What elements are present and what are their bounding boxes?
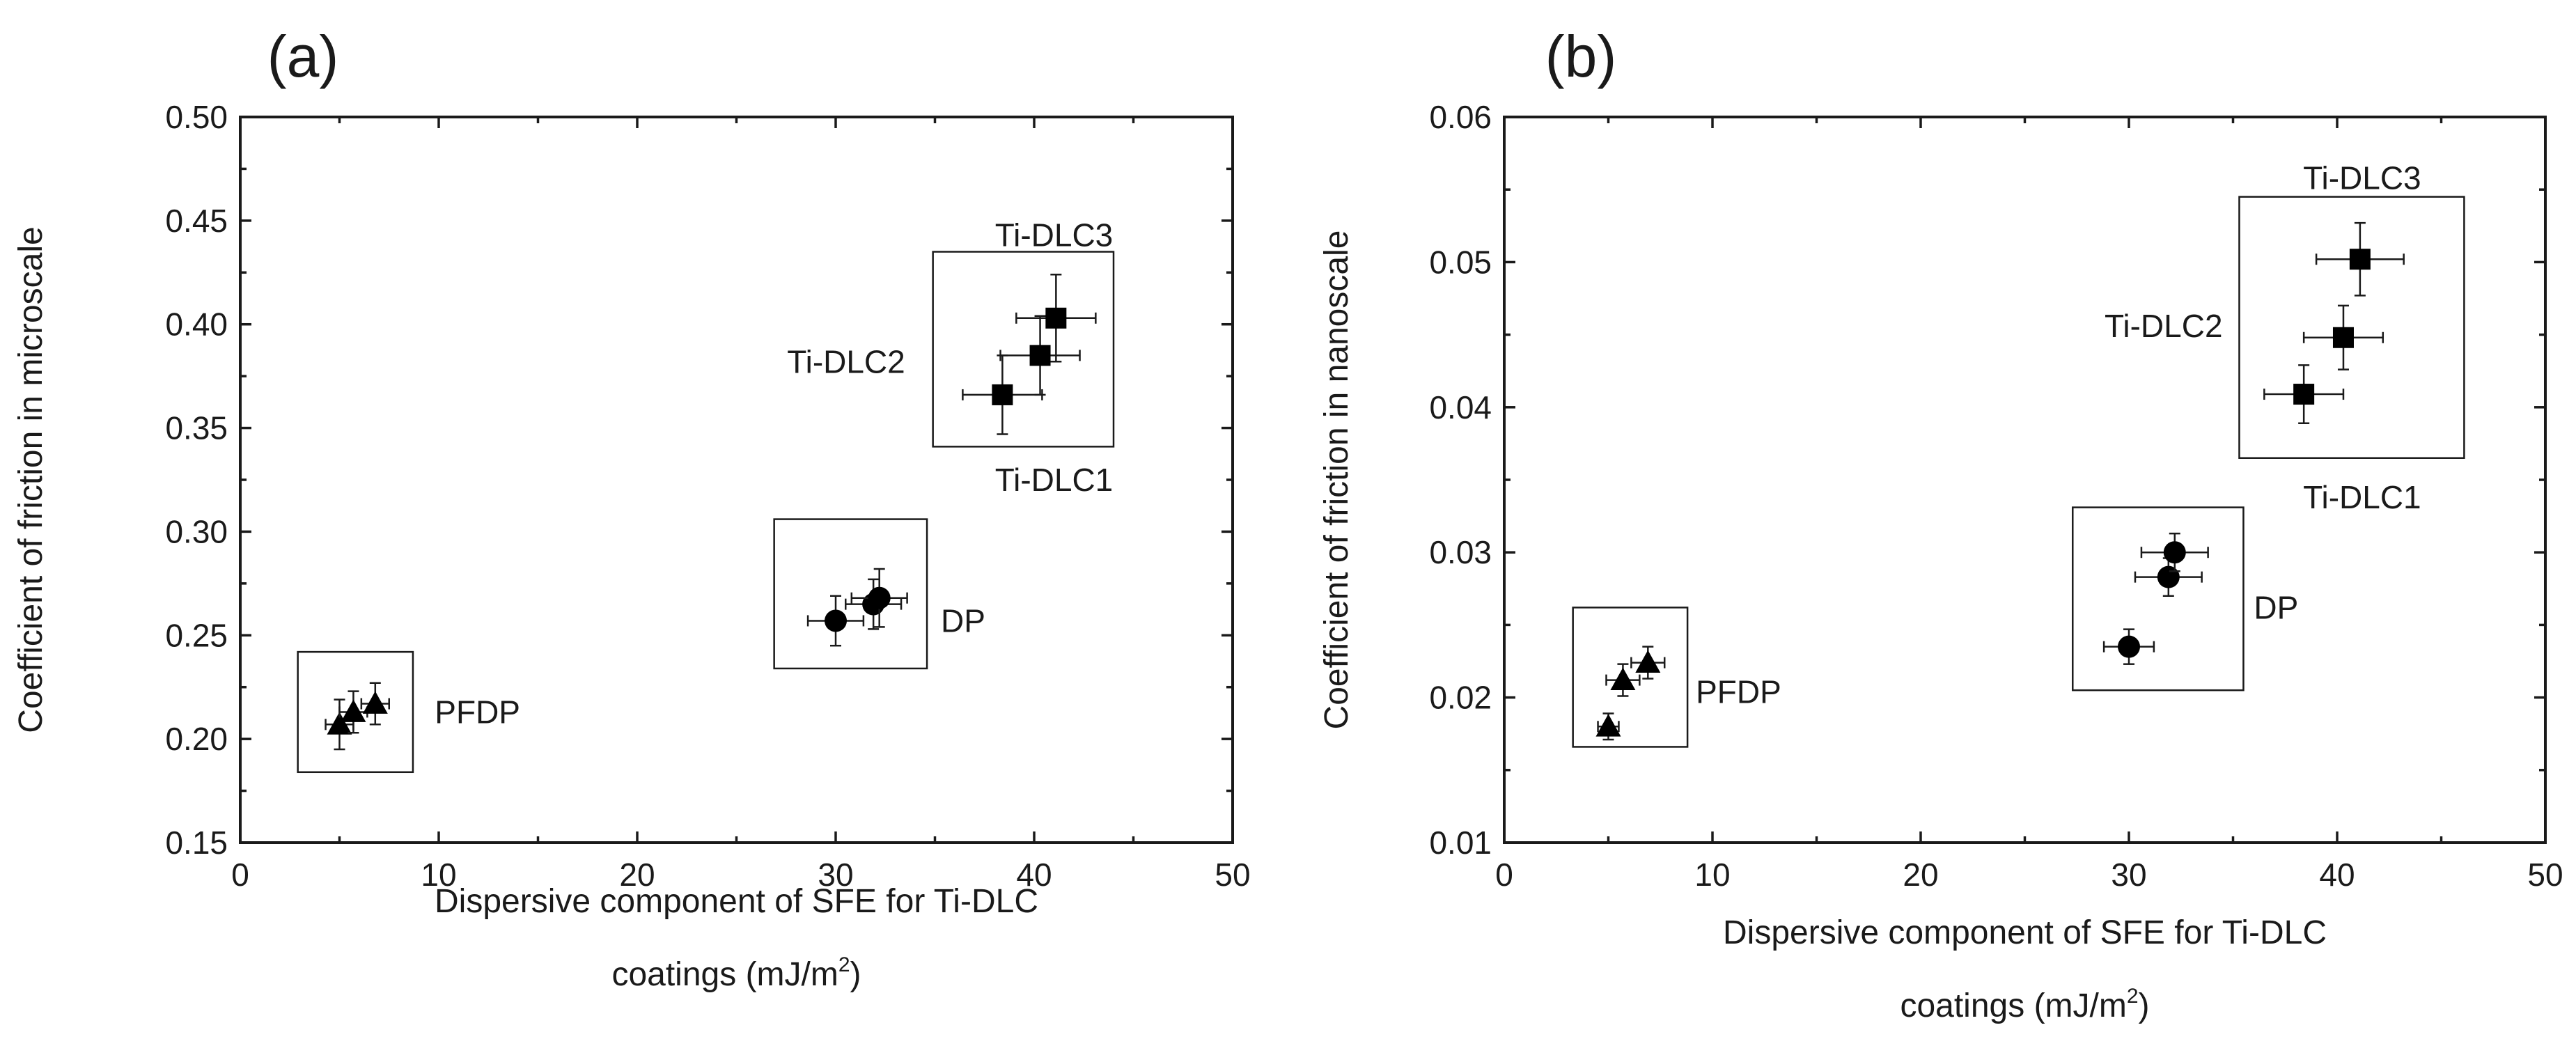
x-tick-label: 20 bbox=[1903, 857, 1938, 893]
panel-label: (b) bbox=[1545, 24, 1617, 89]
square-marker bbox=[992, 384, 1013, 405]
chart-panel-b: (b) 0 10 20 30 40 50 0.01 0.02 0.03 0.04 0.05 0.06 Co… bbox=[1318, 24, 2563, 1024]
triangle-marker bbox=[1610, 667, 1636, 690]
x-axis-title-text: coatings (mJ/m bbox=[1900, 987, 2126, 1024]
data-point bbox=[999, 315, 1081, 396]
y-tick-label: 0.40 bbox=[165, 306, 228, 343]
x-axis-title-line1: Dispersive component of SFE for Ti-DLC bbox=[435, 883, 1038, 920]
y-tick-label: 0.25 bbox=[165, 617, 228, 653]
square-marker bbox=[1045, 307, 1067, 329]
x-axis-title-line2: coatings (mJ/m2) bbox=[1900, 985, 2149, 1024]
group-dp: DP bbox=[2072, 506, 2298, 692]
square-marker bbox=[1029, 345, 1051, 366]
data-point bbox=[850, 568, 908, 628]
group-label: Ti-DLC1 bbox=[995, 462, 1114, 498]
y-tick-label: 0.20 bbox=[165, 721, 228, 757]
x-tick-label: 30 bbox=[2111, 857, 2146, 893]
data-point bbox=[2134, 557, 2203, 597]
x-tick-label: 50 bbox=[1215, 857, 1250, 893]
x-tick-label: 40 bbox=[2319, 857, 2355, 893]
y-tick-label: 0.04 bbox=[1429, 389, 1492, 425]
x-axis-title-superscript: 2 bbox=[838, 953, 850, 976]
group-label: DP bbox=[941, 602, 985, 639]
group-dp: DP bbox=[773, 518, 985, 670]
data-point bbox=[2140, 532, 2209, 572]
x-tick-label: 50 bbox=[2527, 857, 2563, 893]
y-tick-label: 0.45 bbox=[165, 203, 228, 239]
x-tick-label: 30 bbox=[818, 857, 853, 893]
data-point bbox=[1595, 712, 1621, 741]
triangle-marker bbox=[327, 712, 352, 735]
group-pfdp: PFDP bbox=[297, 650, 520, 774]
group-ti-dlc: Ti-DLC3 Ti-DLC2 Ti-DLC1 bbox=[787, 217, 1115, 498]
group-label: Ti-DLC2 bbox=[787, 343, 905, 380]
circle-marker bbox=[825, 609, 847, 632]
x-tick-label: 0 bbox=[231, 857, 249, 893]
group-box bbox=[932, 251, 1115, 448]
y-tick-label: 0.05 bbox=[1429, 244, 1492, 280]
circle-marker bbox=[2157, 565, 2180, 588]
y-tick-label: 0.01 bbox=[1429, 825, 1492, 861]
circle-marker bbox=[2118, 635, 2140, 658]
x-tick-label: 10 bbox=[1694, 857, 1730, 893]
circle-marker bbox=[868, 586, 891, 609]
x-tick-label: 20 bbox=[619, 857, 655, 893]
group-label: Ti-DLC3 bbox=[995, 217, 1114, 253]
group-box bbox=[1572, 607, 1689, 748]
square-marker bbox=[2332, 327, 2354, 348]
y-tick-label: 0.06 bbox=[1429, 99, 1492, 135]
x-tick-label: 0 bbox=[1495, 857, 1513, 893]
data-point bbox=[360, 682, 390, 726]
x-axis-title-close: ) bbox=[2139, 987, 2150, 1024]
circle-marker bbox=[2163, 541, 2186, 564]
group-pfdp: PFDP bbox=[1572, 607, 1781, 748]
group-label: PFDP bbox=[1696, 673, 1781, 710]
group-label: Ti-DLC1 bbox=[2303, 479, 2421, 515]
x-tick-label: 10 bbox=[421, 857, 456, 893]
y-tick-label: 0.35 bbox=[165, 410, 228, 446]
data-point bbox=[2263, 364, 2345, 424]
triangle-marker bbox=[341, 699, 366, 722]
group-label: Ti-DLC2 bbox=[2105, 308, 2223, 344]
data-point bbox=[962, 354, 1043, 435]
square-marker bbox=[2293, 384, 2315, 405]
group-box bbox=[2238, 196, 2465, 459]
data-point bbox=[2302, 304, 2384, 370]
triangle-marker bbox=[1595, 714, 1621, 737]
group-label: Ti-DLC3 bbox=[2303, 160, 2421, 196]
x-tick-label: 40 bbox=[1016, 857, 1052, 893]
group-ti-dlc: Ti-DLC3 Ti-DLC2 Ti-DLC1 bbox=[2105, 160, 2465, 515]
x-axis-title-superscript: 2 bbox=[2127, 985, 2139, 1008]
y-tick-label: 0.02 bbox=[1429, 680, 1492, 716]
x-axis-title-line2: coatings (mJ/m2) bbox=[611, 953, 861, 993]
group-box bbox=[773, 518, 928, 670]
group-label: PFDP bbox=[435, 694, 520, 730]
data-point bbox=[2315, 221, 2405, 297]
y-axis-title: Coefficient of friction in microscale bbox=[13, 226, 49, 733]
x-axis-title-close: ) bbox=[850, 956, 861, 993]
group-label: DP bbox=[2254, 589, 2298, 625]
panel-label: (a) bbox=[267, 24, 339, 89]
chart-panel-a: (a) 0 10 20 30 40 50 0.15 0.20 0.25 0.30 0.35 0.40 0.… bbox=[13, 24, 1251, 993]
group-box bbox=[2072, 506, 2245, 692]
y-tick-label: 0.03 bbox=[1429, 534, 1492, 570]
y-tick-label: 0.15 bbox=[165, 825, 228, 861]
group-box bbox=[297, 650, 414, 774]
x-axis-title-line1: Dispersive component of SFE for Ti-DLC bbox=[1723, 914, 2327, 951]
data-point bbox=[1630, 646, 1666, 680]
y-axis-title: Coefficient of friction in nanoscale bbox=[1318, 231, 1355, 730]
triangle-marker bbox=[362, 691, 388, 714]
square-marker bbox=[2349, 249, 2371, 270]
data-point bbox=[806, 595, 865, 647]
y-tick-label: 0.50 bbox=[165, 99, 228, 135]
x-axis-title-text: coatings (mJ/m bbox=[611, 956, 838, 993]
triangle-marker bbox=[1635, 650, 1661, 673]
data-point bbox=[2102, 628, 2155, 665]
data-point bbox=[1605, 663, 1641, 697]
data-point bbox=[1015, 274, 1097, 363]
y-tick-label: 0.30 bbox=[165, 513, 228, 549]
